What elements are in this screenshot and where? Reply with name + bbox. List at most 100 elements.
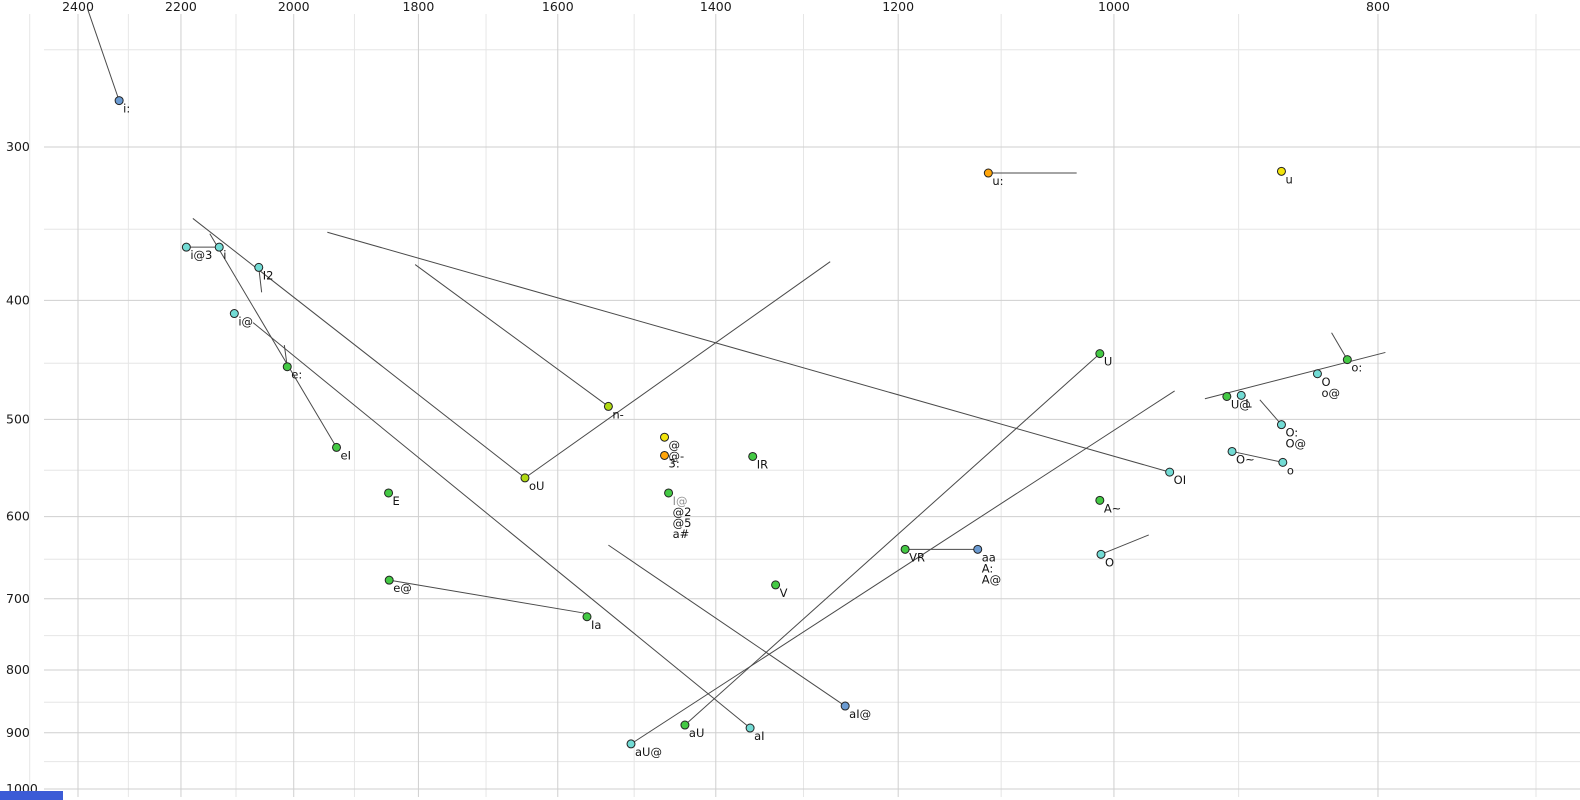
point-@[interactable] — [660, 432, 670, 442]
segment-U-at-o-colon-line — [1204, 351, 1386, 400]
segment-aI-at-glide — [608, 544, 846, 707]
segment-n-glide — [414, 264, 609, 407]
point-n-[interactable] — [603, 401, 613, 411]
point-U[interactable] — [1095, 349, 1105, 359]
point-L[interactable] — [1236, 390, 1246, 400]
point-O[interactable] — [1312, 369, 1322, 379]
point-label-i:: i: — [123, 102, 130, 116]
point-label-Ia: Ia — [591, 618, 601, 632]
point-I2[interactable] — [254, 262, 264, 272]
point-aI@[interactable] — [840, 701, 850, 711]
x-axis-tick-1000: 1000 — [1098, 0, 1130, 14]
segment-O-tilde-o-link — [1231, 450, 1283, 463]
point-label-i@: i@ — [238, 315, 253, 329]
point-IR[interactable] — [748, 451, 758, 461]
point-aa[interactable] — [973, 544, 983, 554]
y-axis-tick-900: 900 — [6, 725, 30, 740]
point-O~[interactable] — [1227, 446, 1237, 456]
point-label-A:: A: — [982, 561, 994, 575]
point-O:[interactable] — [1276, 420, 1286, 430]
point-i@3[interactable] — [181, 242, 191, 252]
y-axis-tick-700: 700 — [6, 591, 30, 606]
point-OI[interactable] — [1165, 467, 1175, 477]
point-aU@[interactable] — [626, 739, 636, 749]
point-label-o:: o: — [1351, 361, 1362, 375]
point-i:[interactable] — [114, 96, 124, 106]
point-label-I@: I@ — [673, 494, 688, 508]
x-axis-tick-1200: 1200 — [882, 0, 914, 14]
point-u:[interactable] — [983, 168, 993, 178]
point-label-VR: VR — [909, 550, 925, 564]
point-E[interactable] — [384, 488, 394, 498]
segment-i-colon-stem — [87, 9, 120, 101]
point-e@[interactable] — [384, 575, 394, 585]
point-label-@5: @5 — [673, 516, 692, 530]
x-axis-tick-1400: 1400 — [700, 0, 732, 14]
point-u[interactable] — [1276, 166, 1286, 176]
point-aI[interactable] — [745, 723, 755, 733]
y-axis-tick-300: 300 — [6, 139, 30, 154]
y-axis-tick-400: 400 — [6, 292, 30, 307]
point-label-o@: o@ — [1321, 386, 1340, 400]
point-label-o: o — [1287, 463, 1294, 477]
point-label-i@3: i@3 — [190, 248, 212, 262]
point-A~[interactable] — [1095, 495, 1105, 505]
point-label-V: V — [780, 586, 788, 600]
segment-OI-glide — [327, 231, 1170, 473]
point-label-@-: @- — [669, 449, 685, 463]
segment-eI-glide — [209, 233, 337, 448]
point-label-IR: IR — [757, 457, 768, 471]
point-label-O@: O@ — [1285, 437, 1306, 451]
point-o[interactable] — [1278, 457, 1288, 467]
x-axis-tick-1600: 1600 — [542, 0, 574, 14]
segment-e-at-Ia-link — [389, 579, 585, 614]
point-aU[interactable] — [680, 720, 690, 730]
point-o:[interactable] — [1342, 355, 1352, 365]
segment-aU-at-glide — [630, 390, 1175, 745]
y-axis-tick-800: 800 — [6, 662, 30, 677]
point-Ia[interactable] — [582, 612, 592, 622]
point-label-e:: e: — [291, 368, 302, 382]
point-i@[interactable] — [229, 309, 239, 319]
segment-o-colon-tick — [1331, 332, 1348, 360]
point-label-A@: A@ — [982, 572, 1001, 586]
point-label-u: u — [1285, 172, 1292, 186]
x-axis-tick-800: 800 — [1366, 0, 1390, 14]
point-O[interactable] — [1096, 549, 1106, 559]
point-label-aI@: aI@ — [849, 707, 871, 721]
point-label-E: E — [393, 494, 400, 508]
point-label-O:: O: — [1285, 426, 1298, 440]
point-label-i: i — [223, 248, 226, 262]
x-axis-tick-2000: 2000 — [278, 0, 310, 14]
point-oU[interactable] — [520, 473, 530, 483]
point-I@[interactable] — [664, 488, 674, 498]
point-label-@: @ — [669, 438, 681, 452]
corner-accent — [0, 791, 63, 800]
segment-aU-glide — [684, 353, 1101, 726]
point-label-3:: 3: — [669, 456, 680, 470]
point-VR[interactable] — [900, 544, 910, 554]
point-i[interactable] — [214, 242, 224, 252]
point-label-U: U — [1104, 355, 1112, 369]
point-U@[interactable] — [1222, 391, 1232, 401]
point-label-aU: aU — [689, 726, 704, 740]
point-label-U@: U@ — [1231, 397, 1251, 411]
x-axis-tick-2400: 2400 — [62, 0, 94, 14]
point-label-O: O — [1321, 375, 1330, 389]
point-eI[interactable] — [332, 442, 342, 452]
x-axis-tick-1800: 1800 — [403, 0, 435, 14]
point-label-@2: @2 — [673, 505, 692, 519]
point-V[interactable] — [771, 580, 781, 590]
point-label-a#: a# — [673, 527, 690, 541]
point-3:[interactable] — [660, 450, 670, 460]
point-label-aa: aa — [982, 550, 996, 564]
point-label-eI: eI — [341, 448, 351, 462]
point-e:[interactable] — [282, 362, 292, 372]
point-label-e@: e@ — [393, 581, 412, 595]
y-axis-tick-600: 600 — [6, 509, 30, 524]
segment-O-tick — [1100, 534, 1149, 555]
segment-aI-glide — [252, 322, 751, 729]
point-label-aU@: aU@ — [635, 745, 662, 759]
